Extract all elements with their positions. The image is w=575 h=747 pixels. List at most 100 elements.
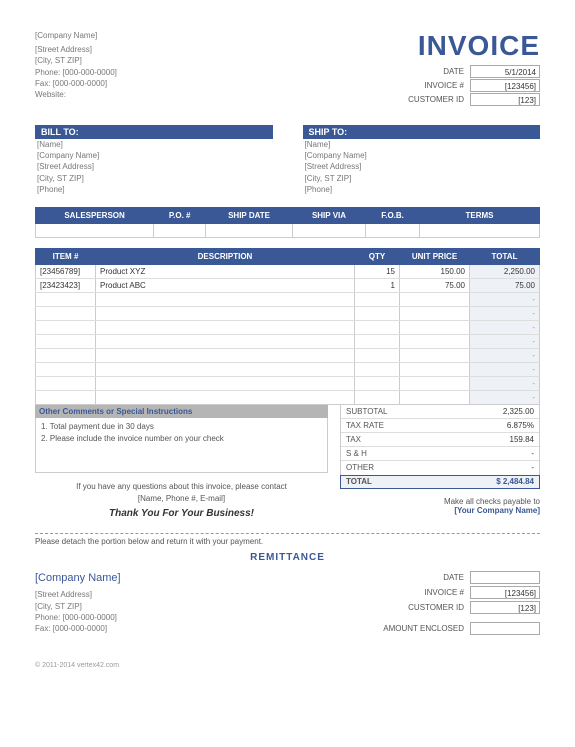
bill-street: [Street Address] (35, 161, 273, 172)
taxrate-label: TAX RATE (346, 421, 384, 430)
order-table: SALESPERSON P.O. # SHIP DATE SHIP VIA F.… (35, 207, 540, 238)
bill-company: [Company Name] (35, 150, 273, 161)
header: [Company Name] [Street Address] [City, S… (35, 30, 540, 107)
invoice-no-value: [123456] (470, 79, 540, 92)
remittance-title: REMITTANCE (35, 552, 540, 563)
subtotal-label: SUBTOTAL (346, 407, 388, 416)
bill-phone: [Phone] (35, 184, 273, 195)
bill-name: [Name] (35, 139, 273, 150)
detach-line: Please detach the portion below and retu… (35, 533, 540, 546)
ship-city: [City, ST ZIP] (303, 173, 541, 184)
item-row: - (36, 292, 540, 306)
order-row (36, 223, 540, 237)
invoice-no-label: INVOICE # (424, 81, 464, 90)
item-qty: 15 (355, 264, 400, 278)
comment-1: 1. Total payment due in 30 days (41, 421, 322, 433)
ship-street: [Street Address] (303, 161, 541, 172)
col-fob: F.O.B. (366, 207, 420, 223)
remit-invno-label: INVOICE # (424, 588, 464, 597)
col-shipvia: SHIP VIA (292, 207, 365, 223)
remittance-company: [Company Name] [Street Address] [City, S… (35, 571, 121, 637)
remit-amount (470, 622, 540, 635)
remit-amount-label: AMOUNT ENCLOSED (383, 624, 464, 633)
other-val: - (531, 463, 534, 472)
customer-id-label: CUSTOMER ID (408, 95, 464, 104)
city-st-zip: [City, ST ZIP] (35, 55, 117, 66)
remit-invno: [123456] (470, 586, 540, 599)
total-val: $ 2,484.84 (496, 477, 534, 486)
col-desc: DESCRIPTION (96, 248, 355, 264)
item-row: - (36, 320, 540, 334)
ship-name: [Name] (303, 139, 541, 150)
remittance-meta: DATE INVOICE #[123456] CUSTOMER ID[123] … (383, 571, 540, 637)
company-info: [Company Name] [Street Address] [City, S… (35, 30, 117, 107)
invoice-meta: INVOICE DATE 5/1/2014 INVOICE # [123456]… (408, 30, 540, 107)
remit-custid-label: CUSTOMER ID (408, 603, 464, 612)
comments: Other Comments or Special Instructions 1… (35, 405, 328, 519)
street: [Street Address] (35, 44, 117, 55)
ship-phone: [Phone] (303, 184, 541, 195)
payable: Make all checks payable to [Your Company… (340, 497, 540, 515)
date-value: 5/1/2014 (470, 65, 540, 78)
item-total: 2,250.00 (470, 264, 540, 278)
item-qty: 1 (355, 278, 400, 292)
subtotal-val: 2,325.00 (503, 407, 534, 416)
col-salesperson: SALESPERSON (36, 207, 154, 223)
item-total: 75.00 (470, 278, 540, 292)
item-row: - (36, 376, 540, 390)
item-row: - (36, 390, 540, 404)
bill-city: [City, ST ZIP] (35, 173, 273, 184)
company-name: [Company Name] (35, 30, 117, 41)
item-row: - (36, 362, 540, 376)
bill-to-header: BILL TO: (35, 125, 273, 139)
copyright: © 2011-2014 vertex42.com (35, 662, 540, 669)
totals: SUBTOTAL 2,325.00 TAX RATE 6.875% TAX 159.8… (340, 405, 540, 519)
customer-id-value: [123] (470, 93, 540, 106)
item-price: 150.00 (400, 264, 470, 278)
invoice-title: INVOICE (408, 30, 540, 62)
fax: Fax: [000-000-0000] (35, 78, 117, 89)
sh-val: - (531, 449, 534, 458)
bill-to: BILL TO: [Name] [Company Name] [Street A… (35, 125, 273, 195)
phone: Phone: [000-000-0000] (35, 67, 117, 78)
remittance-body: [Company Name] [Street Address] [City, S… (35, 571, 540, 637)
tax-label: TAX (346, 435, 361, 444)
item-row: - (36, 334, 540, 348)
remit-custid: [123] (470, 601, 540, 614)
item-row: - (36, 306, 540, 320)
item-price: 75.00 (400, 278, 470, 292)
sh-label: S & H (346, 449, 367, 458)
item-row: [23456789] Product XYZ 15 150.00 2,250.0… (36, 264, 540, 278)
thanks: Thank You For Your Business! (35, 508, 328, 519)
item-row: - (36, 348, 540, 362)
ship-to-header: SHIP TO: (303, 125, 541, 139)
taxrate-val: 6.875% (507, 421, 534, 430)
date-label: DATE (443, 67, 464, 76)
remit-date (470, 571, 540, 584)
ship-company: [Company Name] (303, 150, 541, 161)
remit-date-label: DATE (443, 573, 464, 582)
ship-to: SHIP TO: [Name] [Company Name] [Street A… (303, 125, 541, 195)
total-label: TOTAL (346, 477, 372, 486)
comment-2: 2. Please include the invoice number on … (41, 433, 322, 445)
comments-header: Other Comments or Special Instructions (35, 405, 328, 418)
col-shipdate: SHIP DATE (206, 207, 293, 223)
item-no: [23423423] (36, 278, 96, 292)
col-price: UNIT PRICE (400, 248, 470, 264)
tax-val: 159.84 (510, 435, 534, 444)
item-desc: Product XYZ (96, 264, 355, 278)
contact-note: If you have any questions about this inv… (35, 481, 328, 505)
item-desc: Product ABC (96, 278, 355, 292)
col-terms: TERMS (420, 207, 540, 223)
item-no: [23456789] (36, 264, 96, 278)
website: Website: (35, 89, 117, 100)
col-item: ITEM # (36, 248, 96, 264)
below-section: Other Comments or Special Instructions 1… (35, 405, 540, 519)
col-po: P.O. # (154, 207, 206, 223)
col-total: TOTAL (470, 248, 540, 264)
addresses: BILL TO: [Name] [Company Name] [Street A… (35, 125, 540, 195)
other-label: OTHER (346, 463, 374, 472)
col-qty: QTY (355, 248, 400, 264)
item-row: [23423423] Product ABC 1 75.00 75.00 (36, 278, 540, 292)
items-table: ITEM # DESCRIPTION QTY UNIT PRICE TOTAL … (35, 248, 540, 405)
